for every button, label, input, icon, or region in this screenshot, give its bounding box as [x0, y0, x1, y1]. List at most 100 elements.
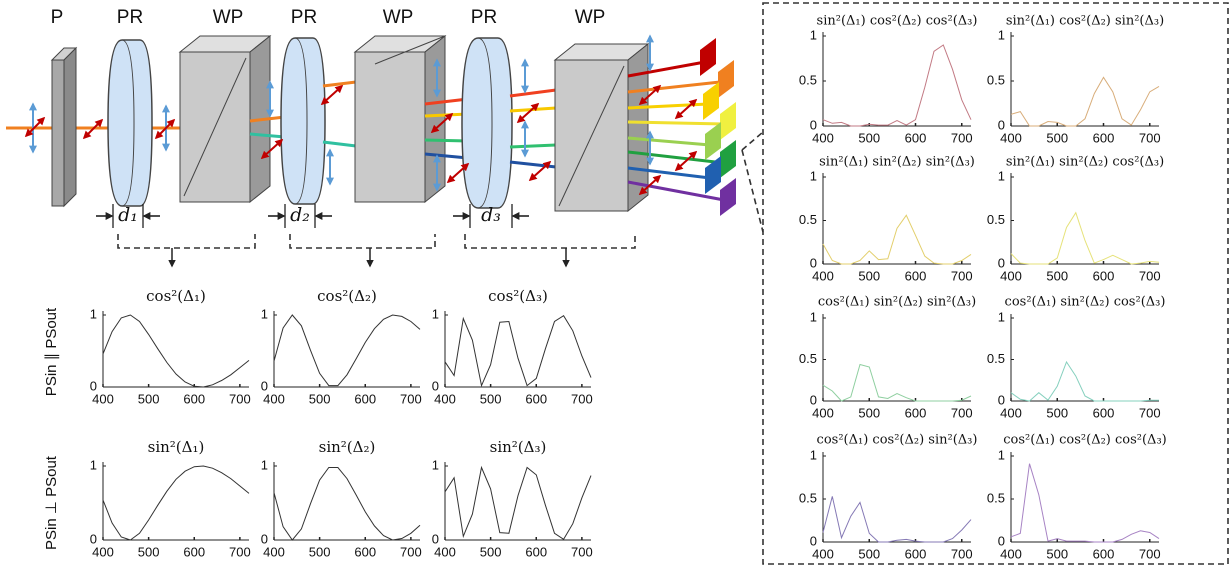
thickness-label: d₁ — [118, 204, 138, 226]
y-tick-label: 0 — [998, 533, 1005, 548]
element-label: PR — [291, 7, 317, 28]
data-line — [1010, 76, 1160, 127]
y-tick-label: 0 — [810, 392, 817, 407]
data-line — [102, 314, 250, 388]
chart-title: sin²(Δ₁) sin²(Δ₂) sin²(Δ₃) — [819, 155, 975, 170]
y-tick-label: 0 — [810, 117, 817, 132]
y-tick-label: 0 — [261, 378, 268, 393]
y-tick-label: 1 — [432, 457, 439, 472]
x-tick-label: 400 — [812, 268, 834, 283]
element-label: WP — [383, 7, 414, 28]
x-tick-label: 600 — [525, 544, 547, 559]
y-tick-label: 1 — [998, 447, 1005, 462]
data-line — [1010, 463, 1160, 543]
x-tick-label: 600 — [905, 405, 927, 420]
x-tick-label: 500 — [1046, 405, 1068, 420]
y-tick-label: 0.5 — [799, 351, 817, 366]
x-tick-label: 500 — [480, 391, 502, 406]
y-tick-label: 0 — [432, 531, 439, 546]
x-tick-label: 700 — [571, 544, 593, 559]
element-label: PR — [471, 7, 497, 28]
chart-title: cos²(Δ₁) cos²(Δ₂) cos²(Δ₃) — [1003, 433, 1166, 448]
x-tick-label: 400 — [1000, 268, 1022, 283]
y-tick-label: 0.5 — [799, 72, 817, 87]
data-line — [273, 467, 421, 541]
chart-title: cos²(Δ₁) cos²(Δ₂) sin²(Δ₃) — [817, 433, 978, 448]
y-tick-label: 0.5 — [987, 351, 1005, 366]
element-label: WP — [575, 7, 606, 28]
y-tick-label: 1 — [810, 309, 817, 324]
x-tick-label: 500 — [309, 544, 331, 559]
x-tick-label: 400 — [92, 391, 114, 406]
x-tick-label: 400 — [434, 544, 456, 559]
y-tick-label: 0 — [90, 531, 97, 546]
chart-title: sin²(Δ₁) sin²(Δ₂) cos²(Δ₃) — [1006, 155, 1164, 170]
x-tick-label: 700 — [1139, 268, 1161, 283]
x-tick-label: 500 — [1046, 546, 1068, 561]
x-tick-label: 600 — [905, 130, 927, 145]
data-line — [822, 363, 972, 402]
thickness-label: d₂ — [290, 204, 310, 226]
y-tick-label: 1 — [261, 457, 268, 472]
x-tick-label: 600 — [1093, 546, 1115, 561]
y-tick-label: 0.5 — [987, 490, 1005, 505]
y-tick-label: 1 — [90, 457, 97, 472]
x-tick-label: 700 — [1139, 405, 1161, 420]
x-tick-label: 400 — [812, 130, 834, 145]
y-tick-label: 0 — [810, 533, 817, 548]
y-tick-label: 1 — [998, 309, 1005, 324]
x-tick-label: 700 — [229, 544, 251, 559]
y-tick-label: 1 — [432, 306, 439, 321]
thickness-label: d₃ — [481, 204, 501, 226]
y-tick-label: 1 — [90, 306, 97, 321]
y-tick-label: 1 — [261, 306, 268, 321]
element-label: WP — [213, 7, 244, 28]
y-tick-label: 0.5 — [987, 212, 1005, 227]
x-tick-label: 400 — [92, 544, 114, 559]
y-tick-label: 1 — [998, 27, 1005, 42]
y-tick-label: 0 — [90, 378, 97, 393]
x-tick-label: 600 — [183, 544, 205, 559]
element-label: P — [51, 7, 64, 28]
x-tick-label: 400 — [812, 546, 834, 561]
x-tick-label: 600 — [1093, 405, 1115, 420]
x-tick-label: 700 — [1139, 130, 1161, 145]
data-line — [102, 465, 250, 541]
chart-title: sin²(Δ₂) — [319, 438, 376, 456]
x-tick-label: 400 — [434, 391, 456, 406]
x-tick-label: 500 — [1046, 268, 1068, 283]
x-tick-label: 700 — [400, 544, 422, 559]
chart-title: cos²(Δ₁) sin²(Δ₂) sin²(Δ₃) — [818, 295, 976, 310]
x-tick-label: 600 — [1093, 268, 1115, 283]
chart-title: sin²(Δ₁) — [148, 438, 205, 456]
y-tick-label: 1 — [810, 447, 817, 462]
data-line — [444, 315, 592, 388]
x-tick-label: 700 — [571, 391, 593, 406]
x-tick-label: 600 — [183, 391, 205, 406]
data-line — [273, 314, 421, 387]
x-tick-label: 400 — [1000, 546, 1022, 561]
x-tick-label: 500 — [1046, 130, 1068, 145]
x-tick-label: 700 — [400, 391, 422, 406]
y-tick-label: 0.5 — [799, 212, 817, 227]
x-tick-label: 500 — [309, 391, 331, 406]
y-tick-label: 1 — [810, 27, 817, 42]
chart-title: cos²(Δ₁) sin²(Δ₂) cos²(Δ₃) — [1005, 295, 1166, 310]
x-tick-label: 400 — [263, 391, 285, 406]
x-tick-label: 400 — [263, 544, 285, 559]
data-line — [822, 496, 972, 543]
y-tick-label: 0 — [998, 392, 1005, 407]
x-tick-label: 700 — [951, 405, 973, 420]
x-tick-label: 400 — [1000, 130, 1022, 145]
x-tick-label: 500 — [858, 268, 880, 283]
y-tick-label: 0 — [261, 531, 268, 546]
x-tick-label: 600 — [525, 391, 547, 406]
y-tick-label: 0 — [998, 117, 1005, 132]
chart-title: cos²(Δ₃) — [488, 287, 548, 305]
x-tick-label: 500 — [480, 544, 502, 559]
x-tick-label: 600 — [1093, 130, 1115, 145]
chart-title: sin²(Δ₁) cos²(Δ₂) cos²(Δ₃) — [817, 14, 978, 29]
data-line — [1010, 211, 1160, 265]
x-tick-label: 700 — [951, 130, 973, 145]
